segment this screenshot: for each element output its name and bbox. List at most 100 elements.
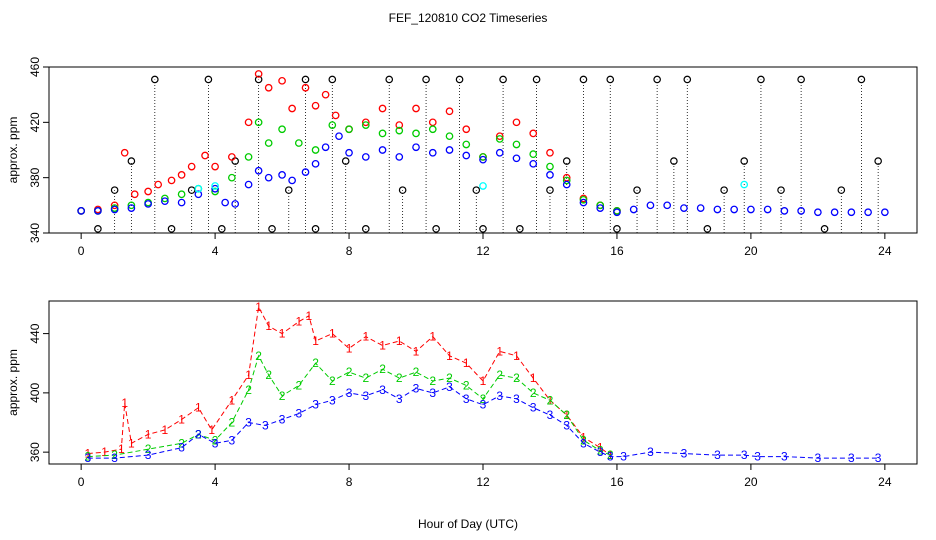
- point-s3: [161, 197, 169, 206]
- point-label-s1: 1: [580, 430, 587, 444]
- point-label-s3: 3: [781, 450, 788, 464]
- point-label-s3: 3: [295, 407, 302, 421]
- spike-marker: [613, 225, 621, 233]
- point-s1: [144, 187, 152, 196]
- point-s1: [110, 201, 119, 210]
- point-s3: [579, 198, 588, 207]
- point-label-s1: 1: [413, 344, 420, 358]
- x-tick-label: 16: [610, 244, 624, 258]
- point-s2: [227, 173, 236, 182]
- point-s2: [244, 153, 253, 161]
- point-s3: [546, 171, 554, 179]
- point-label-s3: 3: [513, 392, 520, 406]
- point-s1: [120, 148, 129, 157]
- point-label-s3: 3: [647, 445, 654, 459]
- point-label-s3: 3: [429, 386, 436, 400]
- y-tick-label: 440: [28, 323, 42, 343]
- x-tick-label: 8: [346, 244, 353, 258]
- point-label-s2: 2: [496, 368, 503, 382]
- spike-marker: [94, 225, 102, 233]
- point-s3: [663, 201, 672, 210]
- point-s3: [864, 208, 872, 217]
- point-s3: [428, 148, 437, 157]
- point-label-s3: 3: [815, 451, 822, 465]
- spike-marker: [217, 225, 226, 233]
- point-s3: [495, 148, 504, 157]
- spike-marker: [532, 75, 541, 84]
- spike-marker: [361, 225, 370, 233]
- point-s3: [680, 204, 688, 212]
- point-label-s2: 2: [429, 374, 436, 388]
- point-label-s2: 2: [85, 450, 92, 464]
- point-s3: [194, 190, 203, 199]
- spike-marker: [562, 157, 571, 165]
- point-label-s3: 3: [379, 383, 386, 397]
- x-tick-label: 24: [878, 244, 892, 258]
- point-s3: [221, 198, 229, 207]
- x-tick-label: 0: [78, 244, 85, 258]
- point-s3: [110, 205, 119, 214]
- point-label-s2: 2: [362, 371, 369, 385]
- point-s2: [462, 140, 471, 149]
- point-label-s2: 2: [212, 433, 219, 447]
- point-s3: [77, 207, 85, 215]
- point-label-s3: 3: [463, 392, 470, 406]
- point-label-s1: 1: [530, 371, 537, 385]
- point-s1: [428, 118, 437, 127]
- point-label-s2: 2: [580, 433, 587, 447]
- spike-marker: [432, 225, 440, 233]
- point-label-s2: 2: [563, 408, 570, 422]
- point-s1: [495, 132, 504, 141]
- point-label-s3: 3: [563, 418, 570, 432]
- point-label-s3: 3: [597, 445, 604, 459]
- point-label-s2: 2: [329, 374, 336, 388]
- point-s2: [546, 162, 554, 171]
- point-label-s3: 3: [875, 451, 882, 465]
- point-s3: [321, 143, 330, 152]
- spike-marker: [301, 75, 310, 84]
- point-s3: [512, 154, 521, 163]
- x-tick-label: 20: [744, 475, 758, 489]
- point-s3: [412, 143, 420, 152]
- point-s1: [278, 76, 286, 85]
- point-s1: [321, 90, 330, 99]
- point-s1: [211, 162, 219, 171]
- point-s3: [94, 207, 102, 215]
- y-tick-label: 460: [28, 57, 42, 77]
- point-label-s1: 1: [118, 442, 125, 456]
- spike-marker: [777, 186, 785, 194]
- point-s1: [529, 129, 538, 138]
- point-label-s3: 3: [228, 433, 235, 447]
- point-label-s3: 3: [547, 408, 554, 422]
- point-label-s1: 1: [228, 393, 235, 407]
- point-s2: [161, 194, 169, 203]
- point-s3: [713, 205, 722, 214]
- x-axis-label: Hour of Day (UTC): [418, 517, 518, 531]
- point-label-s3: 3: [312, 398, 319, 412]
- point-label-s2: 2: [547, 393, 554, 407]
- point-label-s1: 1: [463, 356, 470, 370]
- point-s1: [445, 107, 454, 116]
- point-s3: [763, 205, 772, 214]
- point-label-s2: 2: [279, 389, 286, 403]
- spike-marker: [837, 186, 846, 194]
- point-s2: [278, 125, 286, 134]
- point-s1: [254, 70, 263, 78]
- point-s3: [211, 184, 219, 193]
- y-axis-label: approx. ppm: [6, 117, 20, 184]
- point-label-s3: 3: [480, 398, 487, 412]
- point-s1: [546, 148, 554, 157]
- spike-marker: [757, 75, 765, 84]
- point-label-s3: 3: [681, 447, 688, 461]
- point-s2: [294, 139, 303, 147]
- point-label-s1: 1: [195, 401, 202, 415]
- series-line-s2: [87, 354, 611, 458]
- point-label-s1: 1: [346, 341, 353, 355]
- point-label-s3: 3: [496, 389, 503, 403]
- point-label-s2: 2: [597, 444, 604, 458]
- series-line-s3: [87, 386, 879, 459]
- point-s3: [278, 171, 286, 179]
- point-s3: [696, 204, 705, 212]
